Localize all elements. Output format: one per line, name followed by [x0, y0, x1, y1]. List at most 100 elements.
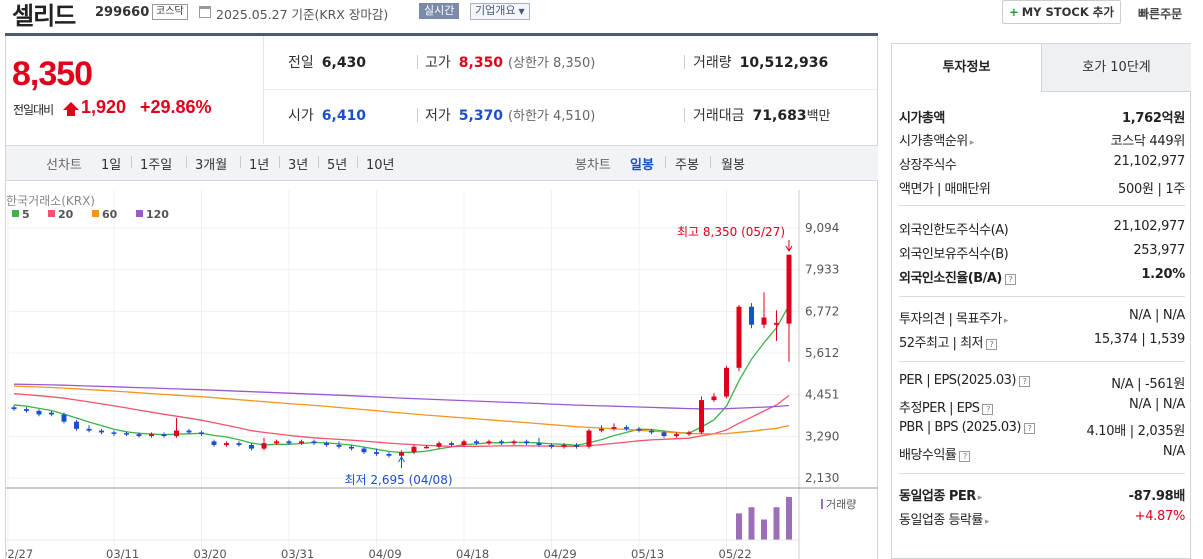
open-value: 6,410 — [321, 108, 367, 124]
high-price: 고가 8,350 (상한가 8,350) — [425, 52, 595, 72]
candle-body — [11, 407, 17, 410]
high-value: 8,350 — [458, 55, 504, 71]
info-key: 투자의견 | 목표주가 ▸ — [899, 312, 1009, 327]
candle-body — [311, 441, 317, 444]
tab-investment-info[interactable]: 투자정보 — [892, 44, 1041, 92]
market-badge: 코스닥 — [152, 4, 188, 20]
tab-monthly[interactable]: 월봉 — [721, 158, 745, 173]
candle-body — [536, 443, 542, 445]
help-icon[interactable]: ? — [982, 404, 994, 415]
candle-body — [349, 446, 354, 449]
company-overview-button[interactable]: 기업개요 ▼ — [470, 3, 530, 20]
info-value: 21,102,977 — [1113, 154, 1186, 169]
candle-body — [524, 441, 529, 444]
help-icon[interactable]: ? — [1018, 376, 1030, 387]
candle-body — [511, 441, 517, 444]
candle-body — [174, 430, 179, 436]
stock-name: 셀리드 — [12, 2, 76, 30]
info-key: 동일업종 PER ▸ — [899, 489, 983, 504]
candle-body — [286, 441, 292, 444]
low-label: 저가 — [425, 108, 451, 124]
candle-body — [636, 428, 642, 431]
divider — [899, 361, 1185, 362]
candle-body — [199, 432, 204, 434]
tab-3m[interactable]: 3개월 — [195, 158, 228, 173]
upper-limit: (상한가 8,350) — [507, 56, 596, 71]
info-value: N/A | -561원 — [1111, 377, 1185, 392]
prev-close-value: 6,430 — [321, 55, 367, 71]
company-overview-label: 기업개요 — [475, 4, 516, 17]
x-tick-label: 02/27 — [6, 547, 33, 559]
info-value: 21,102,977 — [1113, 219, 1186, 234]
candle-body — [461, 441, 467, 445]
chevron-right-icon[interactable]: ▸ — [984, 517, 990, 527]
tab-3y[interactable]: 3년 — [288, 158, 309, 173]
help-icon[interactable]: ? — [986, 339, 997, 350]
info-key: PBR | BPS (2025.03)? — [899, 420, 1035, 435]
y-tick-label: 3,290 — [805, 429, 839, 443]
tab-1d[interactable]: 1일 — [101, 158, 122, 173]
info-row: 외국인소진율(B/A)? 1.20% — [899, 267, 1185, 286]
candle-body — [386, 453, 392, 456]
info-value: N/A — [1162, 444, 1185, 459]
info-row: 시가총액순위 ▸ 코스닥 449위 — [899, 130, 1185, 149]
legend-label: 20 — [58, 208, 74, 221]
info-value: -87.98배 — [1128, 489, 1186, 504]
candle-body — [786, 254, 792, 324]
legend-label: 5 — [22, 208, 30, 221]
candle-body — [336, 444, 342, 447]
divider — [417, 55, 418, 69]
candle-body — [649, 430, 654, 433]
info-key: 52주최고 | 최저? — [899, 332, 997, 351]
tab-10y[interactable]: 10년 — [366, 158, 395, 173]
tab-daily[interactable]: 일봉 — [630, 158, 654, 173]
legend-label: 120 — [146, 208, 169, 221]
y-tick-label: 7,933 — [805, 263, 839, 277]
candle-body — [61, 414, 67, 422]
low-annotation: 최저 2,695 (04/08) — [345, 473, 453, 487]
help-icon[interactable]: ? — [1004, 274, 1016, 285]
candle-body — [411, 446, 417, 453]
chevron-down-icon: ▼ — [518, 7, 525, 16]
tab-weekly[interactable]: 주봉 — [675, 158, 699, 173]
volume-label: 거래량 — [826, 498, 856, 511]
add-mystock-button[interactable]: + MY STOCK 추가 — [1002, 0, 1121, 24]
realtime-button[interactable]: 실시간 — [419, 3, 460, 19]
current-price: 8,350 — [12, 55, 93, 93]
info-row: 시가총액 1,762억원 — [899, 107, 1185, 126]
tab-1w[interactable]: 1주일 — [140, 158, 173, 173]
help-icon[interactable]: ? — [1023, 423, 1035, 434]
divider — [684, 108, 685, 122]
candle-body — [474, 441, 479, 444]
tab-5y[interactable]: 5년 — [327, 158, 348, 173]
candle-body — [711, 396, 717, 401]
lower-limit: (하한가 4,510) — [507, 109, 596, 124]
candle-body — [249, 444, 254, 449]
candle-body — [449, 443, 454, 445]
stock-chart[interactable]: 9,094 7,933 6,772 5,612 4,451 3,290 2,130 02/27… — [6, 190, 878, 559]
info-row: 동일업종 등락률 ▸ +4.87% — [899, 509, 1185, 528]
candle-body — [611, 427, 617, 429]
stock-header: 셀리드 299660 코스닥 2025.05.27 기준(KRX 장마감) 실시… — [0, 0, 1203, 32]
help-icon[interactable]: ? — [959, 451, 971, 462]
info-row: 상장주식수 21,102,977 — [899, 154, 1186, 173]
info-row: 외국인보유주식수(B) 253,977 — [899, 243, 1185, 262]
candle-body — [24, 409, 29, 411]
tab-1y[interactable]: 1년 — [249, 158, 270, 173]
chevron-right-icon[interactable]: ▸ — [1003, 316, 1009, 326]
tab-order-book[interactable]: 호가 10단계 — [1041, 44, 1191, 92]
y-tick-label: 2,130 — [805, 471, 839, 485]
high-label: 고가 — [425, 55, 451, 71]
candle-body — [486, 441, 492, 444]
candle-body — [549, 444, 554, 447]
trade-amount: 거래대금 71,683백만 — [693, 105, 830, 125]
candle-body — [424, 446, 429, 449]
candle-body — [224, 443, 229, 445]
volume-bar — [761, 519, 767, 540]
chevron-right-icon[interactable]: ▸ — [969, 138, 975, 148]
info-key: 상장주식수 — [899, 158, 957, 173]
chevron-right-icon[interactable]: ▸ — [977, 493, 983, 503]
quick-order-button[interactable]: 빠른주문 — [1138, 7, 1183, 21]
candle-body — [74, 421, 79, 429]
ma-line-60 — [13, 385, 790, 435]
